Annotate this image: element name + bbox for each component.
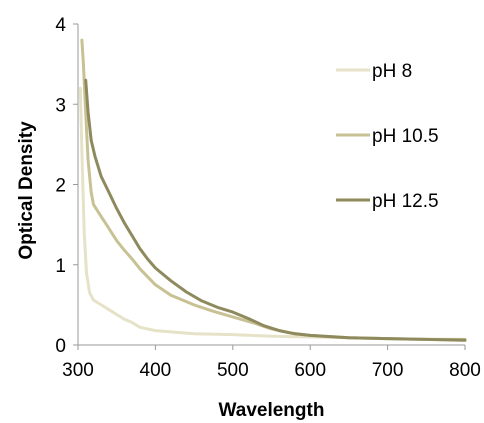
legend: pH 8 pH 10.5 pH 12.5 [336,61,439,212]
y-axis-title: Optical Density [16,121,37,260]
y-tick-label: 3 [55,95,66,116]
legend-label-3: pH 12.5 [372,191,439,212]
x-tick-label: 500 [217,360,249,381]
y-tick-label: 4 [55,15,66,36]
series-line-2 [80,38,467,341]
y-tick-label: 2 [55,176,66,197]
series-group [78,38,467,342]
y-ticks: 0 1 2 3 4 [55,15,78,357]
x-tick-label: 700 [372,360,404,381]
x-axis-title: Wavelength [219,400,325,421]
x-ticks: 300 400 500 600 700 800 [62,345,481,381]
series-line-3 [84,78,467,342]
x-tick-label: 800 [449,360,481,381]
x-tick-label: 600 [294,360,326,381]
y-tick-label: 1 [55,256,66,277]
x-tick-label: 400 [140,360,172,381]
x-tick-label: 300 [62,360,94,381]
y-tick-label: 0 [55,336,66,357]
legend-label-2: pH 10.5 [372,126,439,147]
legend-label-1: pH 8 [372,61,412,82]
